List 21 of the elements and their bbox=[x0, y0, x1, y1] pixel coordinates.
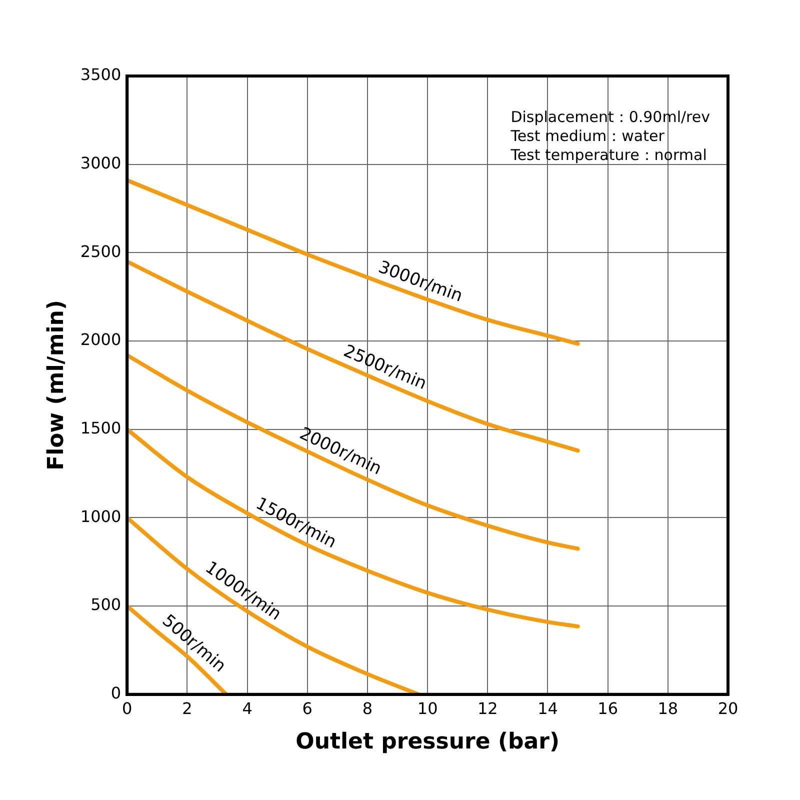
x-axis-title: Outlet pressure (bar) bbox=[296, 730, 560, 755]
y-tick-label: 3500 bbox=[80, 65, 122, 84]
y-tick-label: 3000 bbox=[80, 154, 122, 172]
x-tick-label: 18 bbox=[658, 699, 678, 718]
x-tick-label: 4 bbox=[242, 699, 252, 718]
x-tick-label: 12 bbox=[477, 699, 498, 718]
y-tick-label: 500 bbox=[90, 595, 122, 614]
y-axis-title: Flow (ml/min) bbox=[44, 300, 69, 470]
y-tick-label: 2500 bbox=[80, 242, 122, 261]
x-tick-label: 16 bbox=[598, 699, 618, 718]
x-tick-label: 14 bbox=[538, 699, 558, 718]
y-tick-label: 1500 bbox=[80, 418, 122, 438]
x-tick-label: 20 bbox=[718, 699, 738, 718]
y-tick-label: 2000 bbox=[80, 330, 122, 350]
x-tick-label: 6 bbox=[302, 699, 312, 718]
x-tick-label: 2 bbox=[182, 699, 192, 718]
x-tick-label: 10 bbox=[417, 699, 438, 718]
y-tick-label: 1000 bbox=[80, 506, 122, 526]
line-series bbox=[127, 178, 580, 346]
y-tick-label: 0 bbox=[110, 684, 122, 703]
x-tick-label: 8 bbox=[362, 699, 373, 718]
